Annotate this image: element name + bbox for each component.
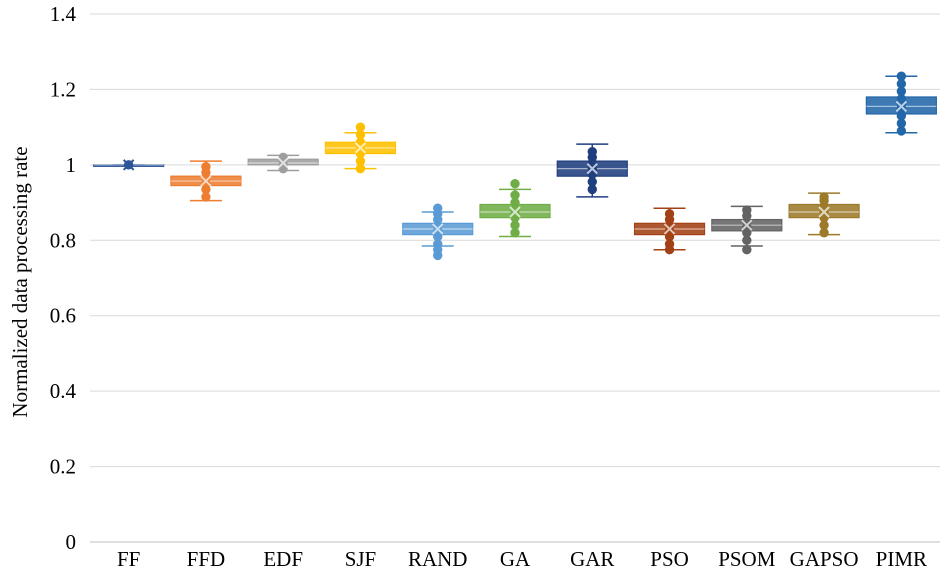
box-pso — [633, 207, 706, 255]
data-point — [355, 122, 366, 132]
data-point — [587, 146, 597, 157]
data-point — [510, 179, 520, 189]
y-tick-label: 1.4 — [50, 2, 77, 26]
y-tick-label: 1.2 — [50, 77, 76, 101]
box-ga — [479, 179, 551, 238]
mean-marker — [586, 162, 598, 175]
box-pimr — [865, 71, 937, 136]
box-psom — [711, 205, 783, 255]
data-point — [819, 192, 829, 202]
gridlines — [90, 13, 940, 468]
box-edf — [247, 152, 319, 174]
mean-marker — [432, 223, 444, 235]
mean-marker — [122, 159, 135, 171]
mean-marker — [741, 219, 753, 231]
box-rand — [402, 203, 474, 261]
y-tick-labels: 0 0.2 0.4 0.6 0.8 1 1.2 1.4 — [50, 2, 77, 554]
y-tick-label: 0.2 — [50, 455, 76, 479]
x-tick-label: GA — [500, 547, 531, 571]
data-point — [201, 162, 211, 172]
y-tick-label: 1 — [66, 153, 77, 177]
data-point — [742, 245, 752, 255]
data-point — [742, 205, 752, 215]
box-gapso — [788, 192, 860, 238]
y-tick-label: 0.8 — [50, 228, 76, 252]
data-point — [278, 152, 288, 163]
x-tick-labels: FF FFD EDF SJF RAND GA GAR PSO PSOM GAPSO PIMR — [117, 547, 927, 571]
data-point — [433, 203, 443, 213]
x-tick-label: GAR — [570, 547, 614, 571]
mean-marker — [663, 223, 676, 235]
data-point — [510, 190, 520, 200]
mean-marker — [354, 142, 367, 154]
mean-marker — [895, 100, 908, 113]
x-tick-label: RAND — [408, 547, 468, 571]
mean-marker — [277, 157, 289, 169]
mean-marker — [200, 175, 212, 187]
y-tick-label: 0 — [66, 530, 77, 554]
x-tick-label: GAPSO — [790, 547, 859, 571]
boxes — [93, 71, 937, 261]
box-ffd — [170, 160, 242, 202]
mean-marker — [818, 206, 830, 218]
data-point — [664, 209, 675, 219]
box-gar — [556, 143, 628, 198]
y-tick-label: 0.4 — [50, 379, 77, 403]
y-axis-label: Normalized data processing rate — [8, 146, 32, 417]
x-tick-label: FF — [117, 547, 140, 571]
data-point — [896, 71, 907, 81]
x-tick-label: EDF — [263, 547, 303, 571]
box-ff — [93, 159, 165, 171]
x-tick-label: SJF — [345, 547, 377, 571]
x-tick-label: FFD — [187, 547, 226, 571]
box-sjf — [324, 122, 397, 174]
x-tick-label: PSOM — [718, 547, 776, 571]
y-tick-label: 0.6 — [50, 304, 76, 328]
mean-marker — [509, 206, 521, 218]
x-tick-label: PIMR — [876, 547, 927, 571]
x-tick-label: PSO — [650, 547, 689, 571]
